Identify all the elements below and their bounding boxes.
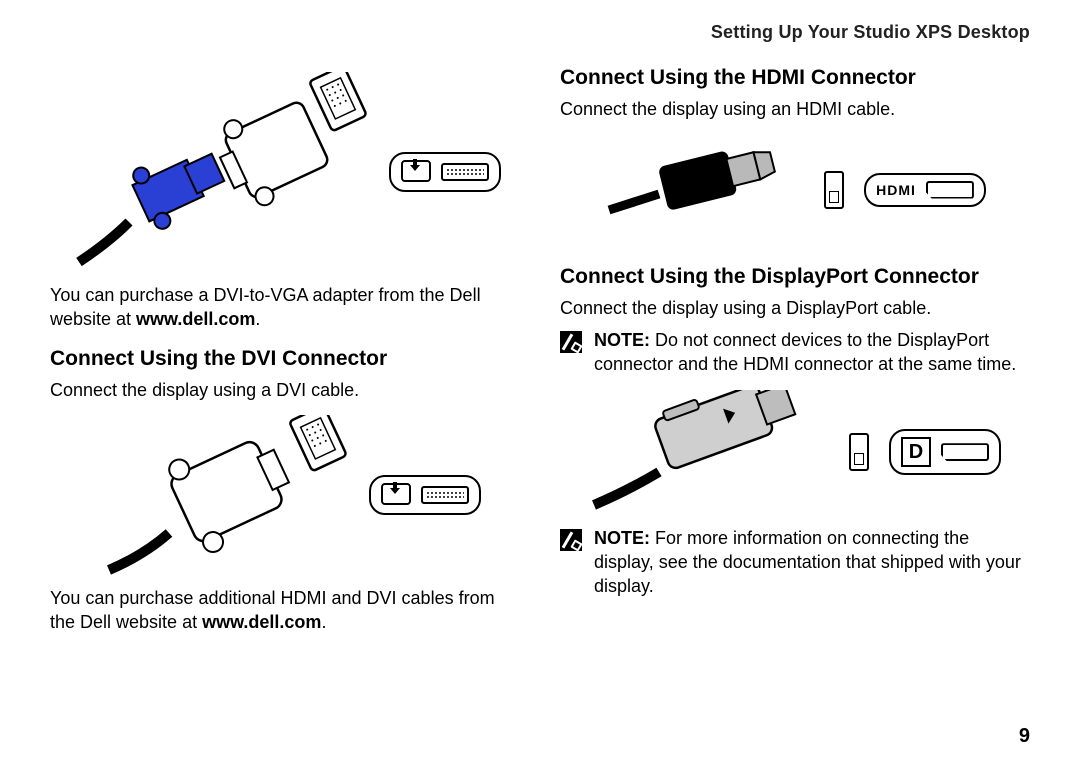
note-2: NOTE: For more information on connecting… bbox=[560, 526, 1030, 599]
text: . bbox=[321, 612, 326, 632]
text: You can purchase a DVI-to-VGA adapter fr… bbox=[50, 285, 481, 329]
note-lead: NOTE: bbox=[594, 528, 650, 548]
manual-page: Setting Up Your Studio XPS Desktop bbox=[0, 0, 1080, 766]
right-column: Connect Using the HDMI Connector Connect… bbox=[560, 61, 1030, 643]
dp-slot-icon bbox=[941, 443, 989, 461]
figure-hdmi-cable: HDMI bbox=[560, 130, 1030, 250]
text: . bbox=[255, 309, 260, 329]
left-column: You can purchase a DVI-to-VGA adapter fr… bbox=[50, 61, 520, 643]
dvi-slot-icon bbox=[441, 163, 489, 181]
dvi-cable-illustration bbox=[89, 415, 349, 575]
dell-url: www.dell.com bbox=[202, 612, 321, 632]
dell-url: www.dell.com bbox=[136, 309, 255, 329]
note-lead: NOTE: bbox=[594, 330, 650, 350]
monitor-arrow-icon bbox=[401, 160, 431, 184]
figure-vga-adapter bbox=[50, 67, 520, 277]
page-number: 9 bbox=[1019, 725, 1030, 748]
vga-adapter-illustration bbox=[69, 72, 369, 272]
hdmi-port-badge: HDMI bbox=[864, 173, 986, 207]
dp-port-badge: D bbox=[889, 429, 1001, 475]
dvi-slot-icon bbox=[421, 486, 469, 504]
running-head: Setting Up Your Studio XPS Desktop bbox=[50, 22, 1030, 43]
hdmi-body: Connect the display using an HDMI cable. bbox=[560, 97, 1030, 121]
dvi-port-badge bbox=[389, 152, 501, 192]
monitor-arrow-icon bbox=[381, 483, 411, 507]
note-body: Do not connect devices to the DisplayPor… bbox=[594, 330, 1016, 374]
figure-dp-cable: D bbox=[560, 385, 1030, 520]
dvi-body: Connect the display using a DVI cable. bbox=[50, 378, 520, 402]
displayport-cable-illustration bbox=[589, 390, 829, 515]
dvi-heading: Connect Using the DVI Connector bbox=[50, 346, 520, 372]
hdmi-heading: Connect Using the HDMI Connector bbox=[560, 65, 1030, 91]
hdmi-slot-icon bbox=[926, 181, 974, 199]
hdmi-word-icon: HDMI bbox=[876, 182, 916, 198]
dp-mini-port-icon bbox=[849, 433, 869, 471]
note-icon bbox=[560, 529, 582, 551]
two-column-layout: You can purchase a DVI-to-VGA adapter fr… bbox=[50, 61, 1030, 643]
displayport-d-icon: D bbox=[901, 437, 931, 467]
note-2-text: NOTE: For more information on connecting… bbox=[594, 526, 1030, 599]
dp-body: Connect the display using a DisplayPort … bbox=[560, 296, 1030, 320]
figure-dvi-cable bbox=[50, 410, 520, 580]
dp-heading: Connect Using the DisplayPort Connector bbox=[560, 264, 1030, 290]
vga-adapter-caption: You can purchase a DVI-to-VGA adapter fr… bbox=[50, 283, 520, 332]
note-body: For more information on connecting the d… bbox=[594, 528, 1021, 597]
dvi-footer-caption: You can purchase additional HDMI and DVI… bbox=[50, 586, 520, 635]
hdmi-mini-port-icon bbox=[824, 171, 844, 209]
hdmi-cable-illustration bbox=[604, 140, 804, 240]
note-1: NOTE: Do not connect devices to the Disp… bbox=[560, 328, 1030, 377]
note-icon bbox=[560, 331, 582, 353]
note-1-text: NOTE: Do not connect devices to the Disp… bbox=[594, 328, 1030, 377]
dvi-port-badge-2 bbox=[369, 475, 481, 515]
